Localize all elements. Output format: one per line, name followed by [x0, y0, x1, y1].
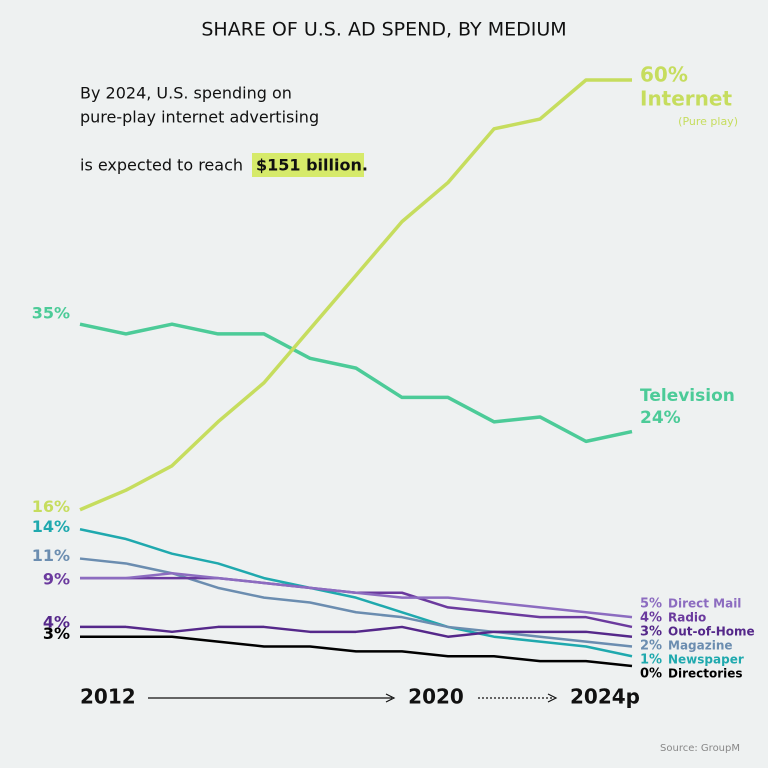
- end-label: 2%: [640, 639, 662, 654]
- annotation-highlight: $151 billion.: [256, 156, 368, 175]
- annotation-line: is expected to reach: [80, 156, 243, 175]
- chart-title: SHARE OF U.S. AD SPEND, BY MEDIUM: [201, 19, 566, 41]
- start-label: 11%: [32, 546, 70, 565]
- end-label: 4%: [640, 611, 662, 626]
- legend-label: Magazine: [668, 639, 733, 653]
- series-line: [79, 557, 633, 648]
- end-label: 60%: [640, 63, 688, 87]
- series-line: [80, 635, 633, 668]
- series-line: [80, 571, 633, 619]
- legend-label: Newspaper: [668, 653, 744, 667]
- annotation-line: pure-play internet advertising: [80, 108, 319, 127]
- arrow-head: [385, 693, 396, 703]
- end-label: 3%: [640, 625, 662, 640]
- source: Source: GroupM: [660, 743, 740, 754]
- legend-label: Direct Mail: [668, 597, 741, 611]
- legend-note: (Pure play): [678, 115, 738, 128]
- end-label: 0%: [640, 667, 662, 682]
- series-line: [80, 576, 633, 629]
- series-line: [79, 322, 633, 444]
- end-label: 5%: [640, 597, 662, 612]
- end-label: 24%: [640, 408, 681, 428]
- legend-label: Directories: [668, 667, 743, 681]
- start-label: 9%: [43, 570, 70, 589]
- start-label: 4%: [43, 612, 70, 631]
- legend-label: Radio: [668, 611, 706, 625]
- arrow-head: [547, 693, 558, 703]
- series-line: [80, 625, 633, 638]
- legend-label: Out-of-Home: [668, 625, 755, 639]
- x-tick-label: 2020: [408, 685, 464, 709]
- annotation-line: By 2024, U.S. spending on: [80, 84, 292, 103]
- highlight-box: [252, 153, 364, 177]
- legend-label: Television: [640, 386, 735, 406]
- end-label: 1%: [640, 653, 662, 668]
- x-tick-label: 2012: [80, 685, 136, 709]
- legend-label: Internet: [640, 87, 732, 111]
- series-line: [79, 78, 632, 512]
- start-label: 35%: [32, 304, 70, 323]
- start-label: 14%: [32, 517, 70, 536]
- start-label: 3%: [43, 624, 70, 643]
- x-tick-label: 2024p: [570, 685, 640, 709]
- start-label: 16%: [32, 497, 70, 516]
- series-line: [79, 528, 633, 658]
